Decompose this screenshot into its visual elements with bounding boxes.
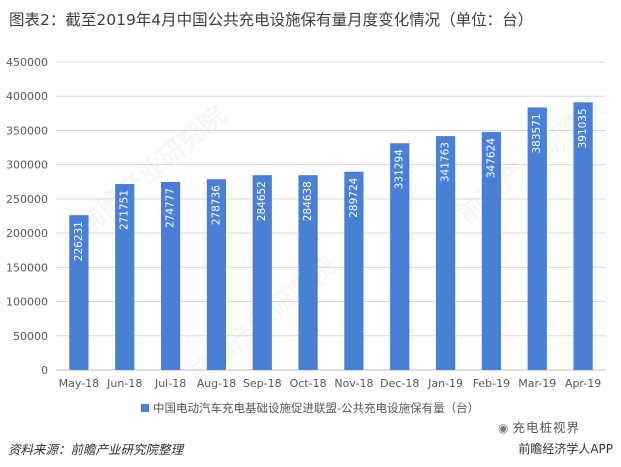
bar-data-label: 278736 [210,185,222,225]
bar [527,107,547,371]
bar [252,175,272,370]
bar [481,132,502,370]
bar-data-label: 347624 [485,138,497,178]
x-tick-label: Jul-18 [154,377,186,390]
brand-label: 前瞻经济学人APP [518,442,613,456]
x-tick-label: Oct-18 [290,377,327,390]
wechat-watermark-text: 充电桩视界 [512,420,580,435]
bar [160,181,181,370]
bar [206,179,227,370]
x-tick-label: Sep-18 [243,377,282,390]
x-tick-label: May-18 [59,377,100,390]
y-tick-label: 450000 [6,56,48,69]
bar [435,136,456,370]
bar [344,171,364,370]
y-tick-label: 0 [41,364,48,377]
bar-data-label: 391035 [577,108,589,148]
y-tick-label: 200000 [6,227,48,240]
bar [69,215,89,370]
legend-swatch [141,404,149,412]
y-tick-label: 50000 [13,330,48,343]
x-tick-label: Jun-18 [106,377,142,390]
bar-data-label: 271751 [119,190,131,230]
source-note: 资料来源：前瞻产业研究院整理 [8,442,184,457]
legend-label: 中国电动汽车充电基础设施促进联盟-公共充电设施保有量（台） [153,401,479,415]
x-tick-label: Nov-18 [334,377,373,390]
x-tick-label: Jan-19 [427,377,463,390]
y-tick-label: 350000 [6,124,48,137]
y-tick-label: 150000 [6,261,48,274]
bar-data-label: 284638 [302,181,314,221]
bar-data-label: 331294 [394,149,406,189]
y-axis-ticks: 0 50000 100000 150000 200000 250000 300000 3500… [6,56,48,377]
bar-data-label: 289724 [348,177,360,217]
legend: 中国电动汽车充电基础设施促进联盟-公共充电设施保有量（台） [141,401,479,415]
x-tick-label: Mar-19 [518,377,556,390]
chart-title: 图表2：截至2019年4月中国公共充电设施保有量月度变化情况（单位：台） [9,11,534,29]
wechat-watermark: ◉ 充电桩视界 [498,417,580,436]
x-tick-label: Dec-18 [380,377,419,390]
bar [298,175,318,370]
y-tick-label: 250000 [6,193,48,206]
x-axis-ticks: May-18 Jun-18 Jul-18 Aug-18 Sep-18 Oct-18 Nov-… [59,377,602,390]
wechat-icon: ◉ [498,421,510,435]
bar [390,143,410,370]
x-tick-label: Feb-19 [473,377,510,390]
y-tick-label: 100000 [6,296,48,309]
bar-data-label: 383571 [531,113,543,153]
bar-data-label: 274777 [165,188,177,228]
y-tick-label: 300000 [6,159,48,172]
grid-lines [56,61,606,371]
bars: 226231 271751 274777 278736 284652 284638 2897… [69,102,593,371]
bar-data-label: 341763 [440,142,452,182]
bar [115,184,135,370]
x-tick-label: Aug-18 [197,377,236,390]
bar-data-label: 226231 [73,221,85,261]
y-tick-label: 400000 [6,90,48,103]
x-tick-label: Apr-19 [565,377,601,390]
bar-data-label: 284652 [256,181,268,221]
bar [573,102,593,370]
